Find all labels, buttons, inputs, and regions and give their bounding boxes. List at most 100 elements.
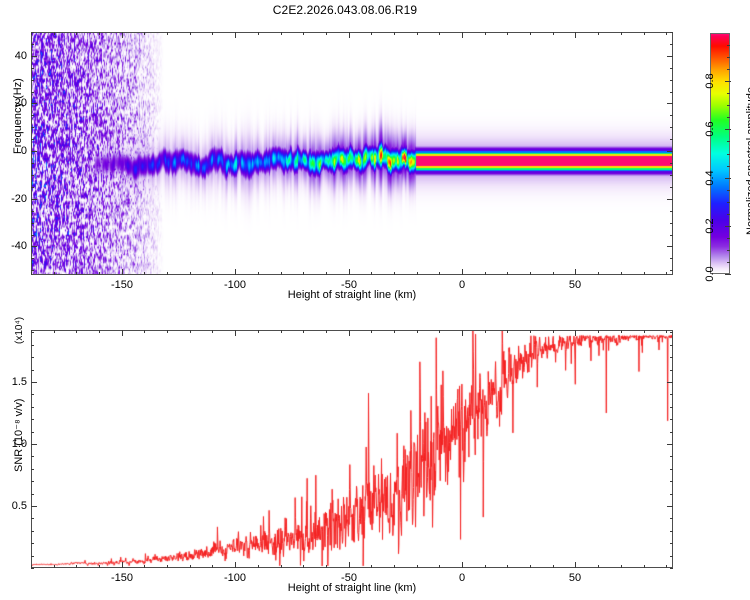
- x-minor-tick: [553, 330, 554, 333]
- x-minor-tick: [621, 272, 622, 275]
- x-minor-tick: [439, 565, 440, 568]
- y-minor-tick: [31, 407, 34, 408]
- x-minor-tick: [326, 565, 327, 568]
- x-tick-label: -150: [110, 572, 134, 584]
- x-major-tick: [235, 269, 236, 275]
- x-major-tick: [575, 562, 576, 568]
- y-minor-tick: [670, 432, 673, 433]
- y-minor-tick: [31, 556, 34, 557]
- x-minor-tick: [258, 272, 259, 275]
- y-minor-tick: [31, 494, 34, 495]
- x-minor-tick: [394, 330, 395, 333]
- y-minor-tick: [670, 163, 673, 164]
- x-minor-tick: [54, 32, 55, 35]
- x-minor-tick: [31, 565, 32, 568]
- colorbar-minor-tick: [727, 250, 730, 251]
- colorbar-minor-tick: [727, 262, 730, 263]
- x-minor-tick: [144, 330, 145, 333]
- y-minor-tick: [670, 211, 673, 212]
- y-minor-tick: [31, 163, 34, 164]
- x-minor-tick: [553, 272, 554, 275]
- x-minor-tick: [644, 272, 645, 275]
- x-major-tick: [349, 330, 350, 336]
- y-minor-tick: [31, 456, 34, 457]
- y-minor-tick: [31, 394, 34, 395]
- colorbar-tick-label: 0.2: [704, 218, 716, 234]
- y-minor-tick: [670, 568, 673, 569]
- x-minor-tick: [371, 330, 372, 333]
- x-minor-tick: [99, 272, 100, 275]
- y-minor-tick: [670, 332, 673, 333]
- y-minor-tick: [670, 357, 673, 358]
- y-major-tick: [31, 444, 37, 445]
- y-tick-label: -20: [11, 193, 27, 205]
- y-minor-tick: [31, 469, 34, 470]
- y-major-tick: [31, 103, 37, 104]
- x-minor-tick: [598, 272, 599, 275]
- colorbar-minor-tick: [727, 238, 730, 239]
- x-minor-tick: [281, 330, 282, 333]
- x-minor-tick: [281, 272, 282, 275]
- x-minor-tick: [485, 272, 486, 275]
- x-minor-tick: [644, 565, 645, 568]
- x-minor-tick: [666, 565, 667, 568]
- colorbar-minor-tick: [727, 93, 730, 94]
- colorbar-minor-tick: [727, 190, 730, 191]
- y-minor-tick: [31, 270, 34, 271]
- x-minor-tick: [190, 330, 191, 333]
- y-minor-tick: [670, 235, 673, 236]
- x-major-tick: [122, 32, 123, 38]
- y-major-tick: [31, 151, 37, 152]
- colorbar-label: Normalized spectral amplitude: [745, 87, 750, 235]
- y-minor-tick: [670, 68, 673, 69]
- y-minor-tick: [31, 175, 34, 176]
- y-minor-tick: [670, 175, 673, 176]
- x-minor-tick: [371, 565, 372, 568]
- x-major-tick: [122, 562, 123, 568]
- colorbar-tick: [725, 226, 731, 227]
- y-minor-tick: [31, 543, 34, 544]
- x-tick-label: 0: [458, 279, 466, 291]
- spectrogram-plot-area: [32, 33, 672, 274]
- x-minor-tick: [99, 565, 100, 568]
- x-minor-tick: [530, 330, 531, 333]
- snr-plot-area: [32, 331, 672, 567]
- x-minor-tick: [485, 32, 486, 35]
- y-major-tick: [667, 506, 673, 507]
- x-minor-tick: [530, 32, 531, 35]
- x-minor-tick: [598, 32, 599, 35]
- y-tick-label: -40: [11, 240, 27, 252]
- y-major-tick: [31, 246, 37, 247]
- x-major-tick: [235, 32, 236, 38]
- x-minor-tick: [417, 330, 418, 333]
- x-tick-label: 0: [458, 572, 466, 584]
- x-minor-tick: [417, 32, 418, 35]
- x-minor-tick: [530, 272, 531, 275]
- x-minor-tick: [394, 565, 395, 568]
- x-minor-tick: [621, 565, 622, 568]
- y-minor-tick: [670, 187, 673, 188]
- y-minor-tick: [670, 419, 673, 420]
- x-minor-tick: [598, 330, 599, 333]
- y-major-tick: [31, 506, 37, 507]
- x-tick-label: -50: [341, 279, 357, 291]
- y-minor-tick: [31, 80, 34, 81]
- snr-canvas: [32, 331, 672, 567]
- x-minor-tick: [326, 32, 327, 35]
- y-tick-label: 1.5: [11, 376, 27, 388]
- x-minor-tick: [644, 32, 645, 35]
- x-minor-tick: [644, 330, 645, 333]
- y-minor-tick: [670, 531, 673, 532]
- x-minor-tick: [99, 32, 100, 35]
- y-minor-tick: [31, 235, 34, 236]
- colorbar-tick-label: 0.0: [704, 266, 716, 282]
- x-minor-tick: [507, 565, 508, 568]
- y-minor-tick: [670, 115, 673, 116]
- x-minor-tick: [507, 32, 508, 35]
- snr-ylabel: SNR (10⁻⁸ v/v): [13, 398, 25, 472]
- x-minor-tick: [371, 272, 372, 275]
- colorbar-minor-tick: [727, 57, 730, 58]
- x-major-tick: [575, 32, 576, 38]
- x-minor-tick: [144, 272, 145, 275]
- x-minor-tick: [417, 565, 418, 568]
